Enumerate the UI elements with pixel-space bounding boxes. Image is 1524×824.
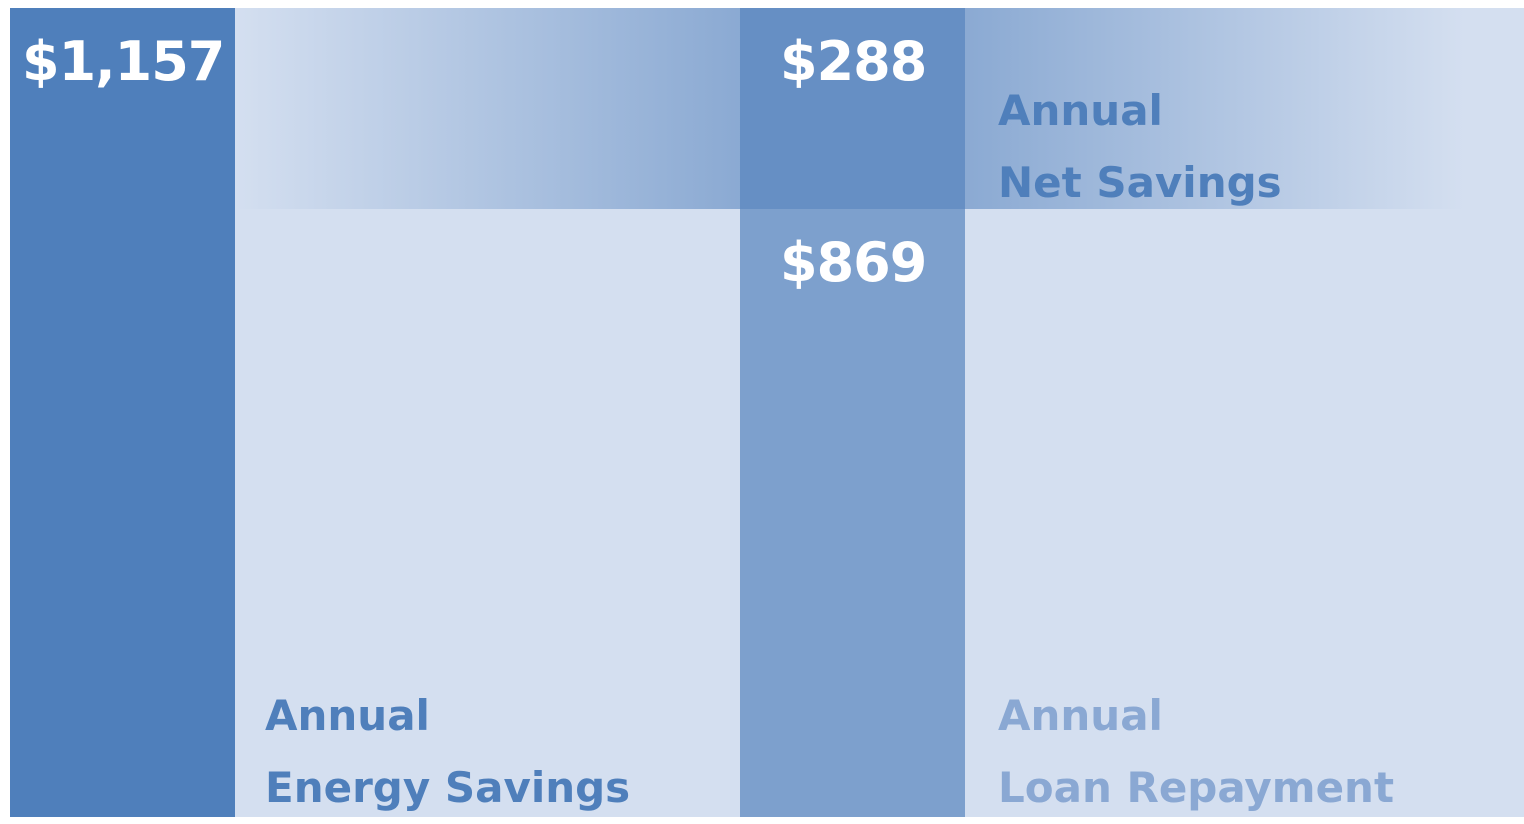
series-label: Annual Net Savings bbox=[998, 86, 1282, 207]
value-label: $288 bbox=[780, 30, 927, 93]
series-label: Annual Energy Savings bbox=[265, 691, 631, 812]
series-label: Annual Loan Repayment bbox=[998, 691, 1395, 812]
value-label: $1,157 bbox=[22, 30, 225, 93]
bar-segment bbox=[740, 209, 965, 817]
value-label: $869 bbox=[780, 231, 927, 295]
highlight-band bbox=[235, 8, 740, 210]
bar-segment bbox=[740, 8, 965, 210]
bar-segment bbox=[10, 8, 235, 817]
highlight-band bbox=[965, 8, 1465, 210]
